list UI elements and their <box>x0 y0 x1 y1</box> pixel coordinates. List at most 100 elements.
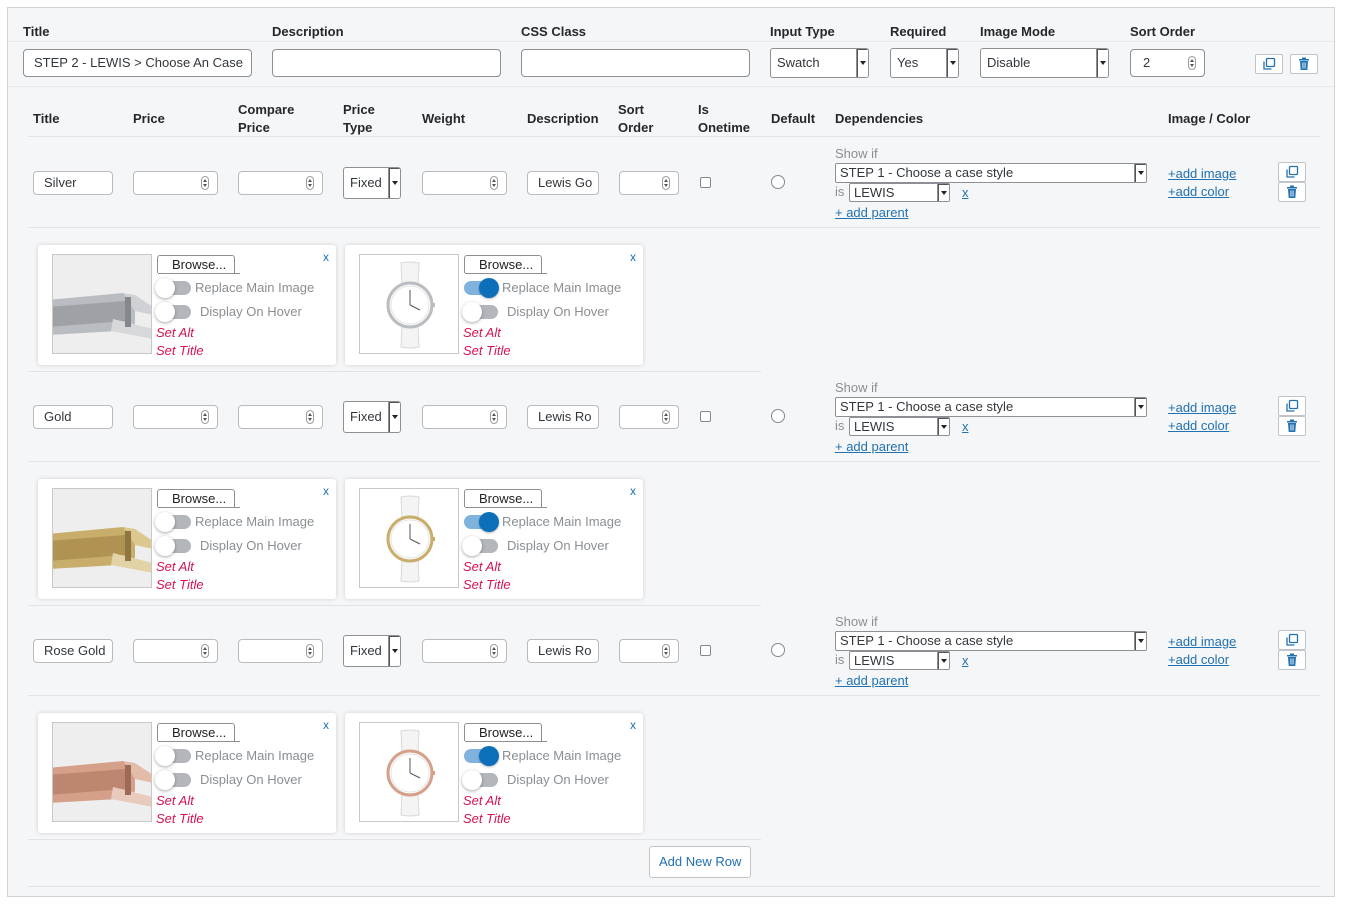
value-title-input[interactable]: Silver <box>33 171 113 195</box>
close-icon[interactable]: x <box>323 250 329 264</box>
add-parent-link[interactable]: + add parent <box>835 205 909 220</box>
add-color-link[interactable]: +add color <box>1168 418 1230 433</box>
dependency-select[interactable]: STEP 1 - Choose a case style <box>835 163 1147 183</box>
add-color-link[interactable]: +add color <box>1168 652 1230 667</box>
replace-main-image-toggle[interactable] <box>155 746 191 766</box>
set-title-link[interactable]: Set Title <box>463 343 511 358</box>
display-on-hover-toggle[interactable] <box>462 302 498 322</box>
display-on-hover-toggle[interactable] <box>462 770 498 790</box>
watch-front-thumbnail[interactable] <box>359 722 459 822</box>
case-side-thumbnail[interactable] <box>52 722 152 822</box>
duplicate-row-button[interactable] <box>1278 162 1306 182</box>
value-weight-input[interactable] <box>422 405 507 429</box>
set-title-link[interactable]: Set Title <box>156 343 204 358</box>
is-onetime-checkbox[interactable] <box>700 411 711 422</box>
add-parent-link[interactable]: + add parent <box>835 673 909 688</box>
add-image-link[interactable]: +add image <box>1168 400 1237 415</box>
case-side-thumbnail[interactable] <box>52 488 152 588</box>
option-image-mode-select[interactable]: Disable <box>980 48 1109 78</box>
set-title-link[interactable]: Set Title <box>463 577 511 592</box>
value-title-input[interactable]: Rose Gold <box>33 639 113 663</box>
value-weight-input[interactable] <box>422 639 507 663</box>
option-input-type-select[interactable]: Swatch <box>770 48 869 78</box>
duplicate-row-button[interactable] <box>1278 630 1306 650</box>
value-price-input[interactable] <box>133 171 218 195</box>
set-title-link[interactable]: Set Title <box>463 811 511 826</box>
display-on-hover-toggle[interactable] <box>155 302 191 322</box>
set-alt-link[interactable]: Set Alt <box>156 793 194 808</box>
delete-row-button[interactable] <box>1278 182 1306 202</box>
set-alt-link[interactable]: Set Alt <box>156 325 194 340</box>
option-description-input[interactable] <box>272 49 501 77</box>
option-css-class-input[interactable] <box>521 49 750 77</box>
option-required-select[interactable]: Yes <box>890 48 959 78</box>
browse-button[interactable]: Browse... <box>157 723 240 742</box>
default-radio[interactable] <box>771 643 785 657</box>
delete-option-button[interactable] <box>1290 54 1318 74</box>
delete-row-button[interactable] <box>1278 650 1306 670</box>
default-radio[interactable] <box>771 175 785 189</box>
remove-dependency-link[interactable]: x <box>962 653 969 668</box>
add-new-row-button[interactable]: Add New Row <box>649 846 752 878</box>
value-description-input[interactable]: Lewis Ro <box>527 639 599 663</box>
browse-button[interactable]: Browse... <box>464 255 547 274</box>
value-compare-price-input[interactable] <box>238 639 323 663</box>
display-on-hover-toggle[interactable] <box>462 536 498 556</box>
set-alt-link[interactable]: Set Alt <box>463 559 501 574</box>
value-weight-input[interactable] <box>422 171 507 195</box>
duplicate-row-button[interactable] <box>1278 396 1306 416</box>
browse-button[interactable]: Browse... <box>157 489 240 508</box>
delete-row-button[interactable] <box>1278 416 1306 436</box>
set-title-link[interactable]: Set Title <box>156 811 204 826</box>
replace-main-image-toggle[interactable] <box>464 278 499 298</box>
value-price-type-select[interactable]: Fixed <box>343 635 401 667</box>
display-on-hover-toggle[interactable] <box>155 536 191 556</box>
option-title-input[interactable]: STEP 2 - LEWIS > Choose An Case <box>23 49 252 77</box>
set-alt-link[interactable]: Set Alt <box>156 559 194 574</box>
duplicate-option-button[interactable] <box>1255 54 1283 74</box>
close-icon[interactable]: x <box>323 484 329 498</box>
replace-main-image-toggle[interactable] <box>155 278 191 298</box>
value-sort-order-input[interactable] <box>619 639 679 663</box>
value-sort-order-input[interactable] <box>619 405 679 429</box>
display-on-hover-toggle[interactable] <box>155 770 191 790</box>
is-onetime-checkbox[interactable] <box>700 645 711 656</box>
replace-main-image-toggle[interactable] <box>464 746 499 766</box>
dependency-value-select[interactable]: LEWIS <box>849 417 950 436</box>
dependency-select[interactable]: STEP 1 - Choose a case style <box>835 397 1147 417</box>
replace-main-image-toggle[interactable] <box>464 512 499 532</box>
set-alt-link[interactable]: Set Alt <box>463 793 501 808</box>
value-title-input[interactable]: Gold <box>33 405 113 429</box>
remove-dependency-link[interactable]: x <box>962 185 969 200</box>
default-radio[interactable] <box>771 409 785 423</box>
remove-dependency-link[interactable]: x <box>962 419 969 434</box>
add-parent-link[interactable]: + add parent <box>835 439 909 454</box>
dependency-value-select[interactable]: LEWIS <box>849 183 950 202</box>
dependency-select[interactable]: STEP 1 - Choose a case style <box>835 631 1147 651</box>
add-image-link[interactable]: +add image <box>1168 166 1237 181</box>
value-price-type-select[interactable]: Fixed <box>343 167 401 199</box>
value-sort-order-input[interactable] <box>619 171 679 195</box>
close-icon[interactable]: x <box>630 484 636 498</box>
value-description-input[interactable]: Lewis Ro <box>527 405 599 429</box>
dependency-value-select[interactable]: LEWIS <box>849 651 950 670</box>
is-onetime-checkbox[interactable] <box>700 177 711 188</box>
add-color-link[interactable]: +add color <box>1168 184 1230 199</box>
close-icon[interactable]: x <box>323 718 329 732</box>
value-compare-price-input[interactable] <box>238 405 323 429</box>
value-compare-price-input[interactable] <box>238 171 323 195</box>
close-icon[interactable]: x <box>630 250 636 264</box>
value-price-type-select[interactable]: Fixed <box>343 401 401 433</box>
add-image-link[interactable]: +add image <box>1168 634 1237 649</box>
browse-button[interactable]: Browse... <box>464 723 547 742</box>
replace-main-image-toggle[interactable] <box>155 512 191 532</box>
value-description-input[interactable]: Lewis Go <box>527 171 599 195</box>
browse-button[interactable]: Browse... <box>464 489 547 508</box>
value-price-input[interactable] <box>133 639 218 663</box>
watch-front-thumbnail[interactable] <box>359 488 459 588</box>
value-price-input[interactable] <box>133 405 218 429</box>
watch-front-thumbnail[interactable] <box>359 254 459 354</box>
close-icon[interactable]: x <box>630 718 636 732</box>
set-alt-link[interactable]: Set Alt <box>463 325 501 340</box>
case-side-thumbnail[interactable] <box>52 254 152 354</box>
